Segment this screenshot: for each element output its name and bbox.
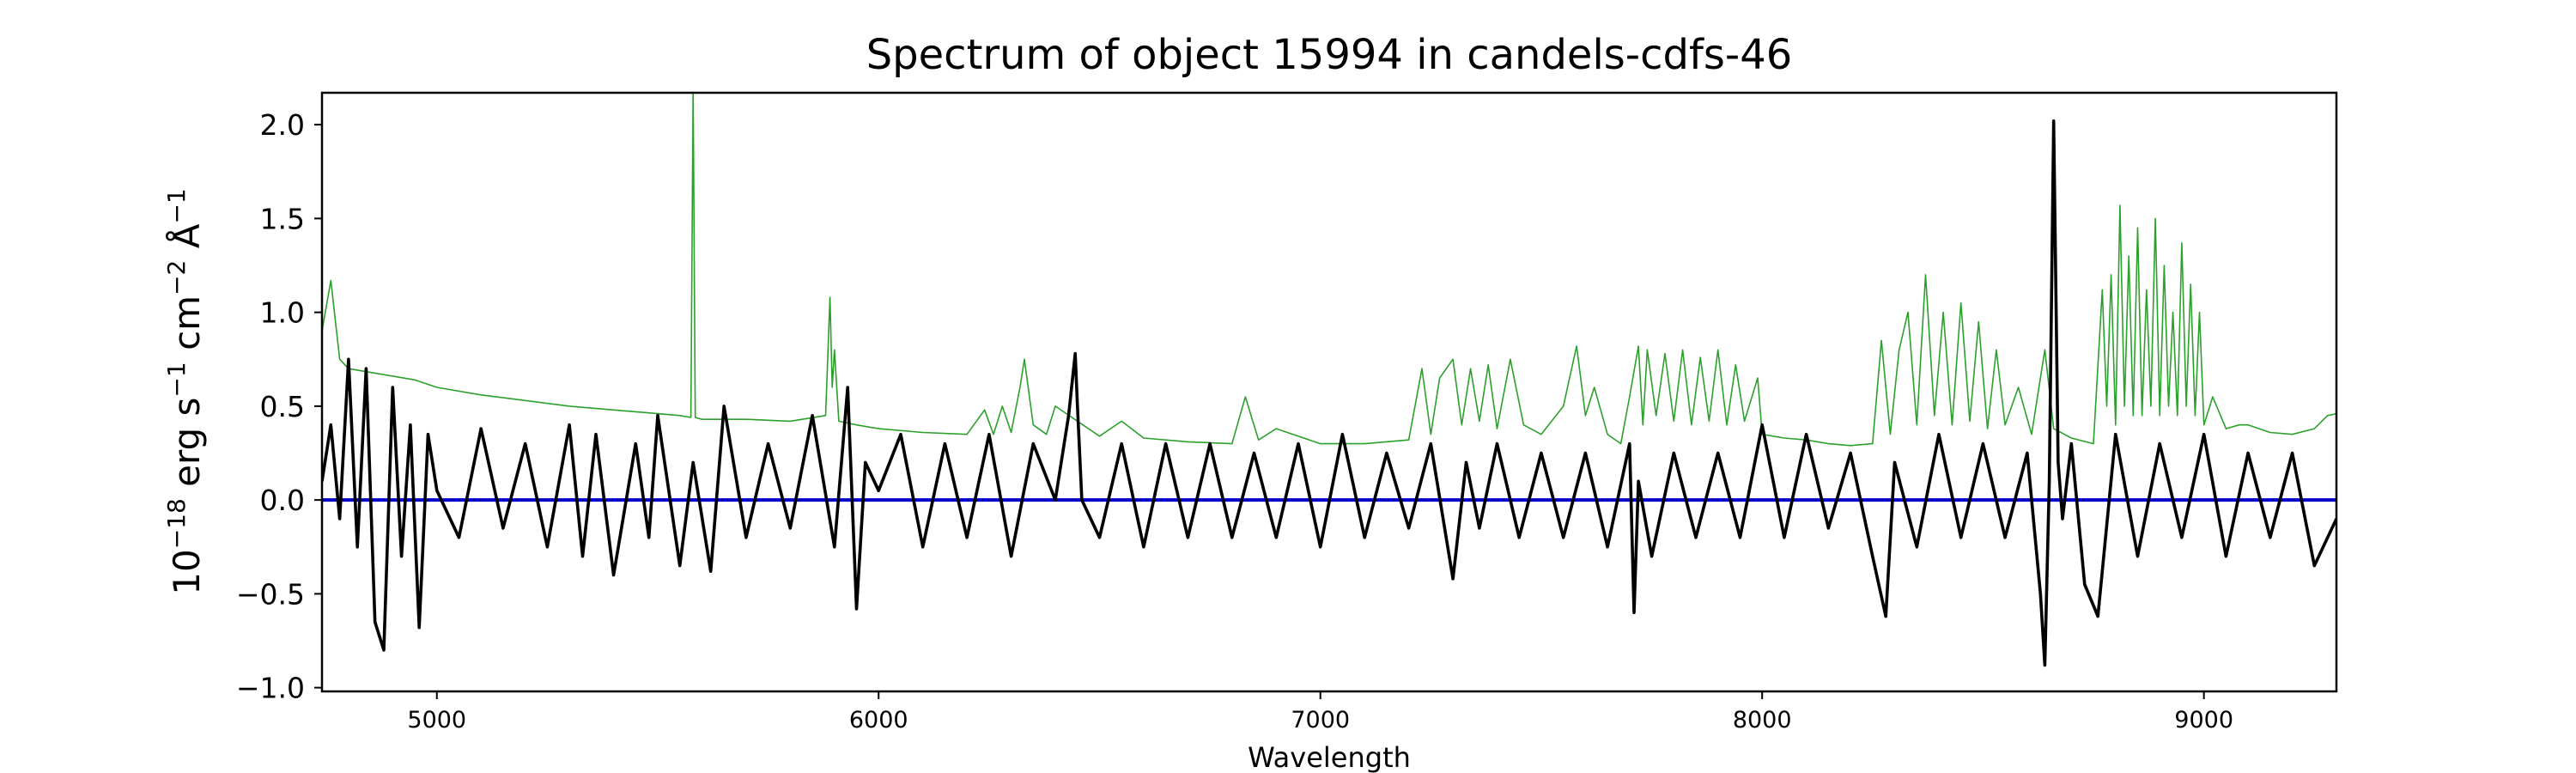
y-label-exp4: −1: [162, 188, 191, 223]
plot-area: 5000 6000 7000 8000 9000 −1.0 −0.5 0.0 0.5 1.0 1.…: [236, 91, 2338, 733]
y-axis-label: 10−18 erg s−1 cm−2 Å−1: [162, 188, 208, 594]
series-line-error: [322, 93, 2336, 447]
y-tick-label: −1.0: [236, 672, 305, 705]
y-tick-label: 1.0: [260, 296, 305, 330]
x-tick-layer: 5000 6000 7000 8000 9000: [407, 691, 2233, 733]
axes-frame: [320, 91, 2338, 693]
y-label-part3: Å: [165, 223, 208, 259]
y-tick-label: 0.0: [260, 484, 305, 517]
y-tick-label: 0.5: [260, 390, 305, 423]
y-label-part2: cm: [166, 295, 208, 362]
x-tick-label: 8000: [1733, 707, 1792, 733]
x-axis-label: Wavelength: [1248, 741, 1411, 773]
y-label-exp2: −1: [162, 362, 191, 397]
x-tick-label: 6000: [849, 707, 908, 733]
y-tick-label: 2.0: [260, 108, 305, 142]
y-label-exp3: −2: [162, 260, 191, 295]
y-tick-layer: −1.0 −0.5 0.0 0.5 1.0 1.5 2.0: [236, 108, 322, 705]
y-tick-label: 1.5: [260, 202, 305, 235]
series-layer: [322, 93, 2336, 667]
x-tick-label: 5000: [407, 707, 466, 733]
y-label-base: 10: [166, 549, 208, 594]
y-label-part1: erg s: [166, 398, 208, 499]
x-tick-label: 7000: [1291, 707, 1350, 733]
y-label-exp1: −18: [162, 498, 191, 549]
y-tick-label: −0.5: [236, 577, 305, 611]
chart-title: Spectrum of object 15994 in candels-cdfs…: [866, 31, 1793, 79]
series-line-flux: [322, 119, 2336, 667]
x-tick-label: 9000: [2174, 707, 2233, 733]
